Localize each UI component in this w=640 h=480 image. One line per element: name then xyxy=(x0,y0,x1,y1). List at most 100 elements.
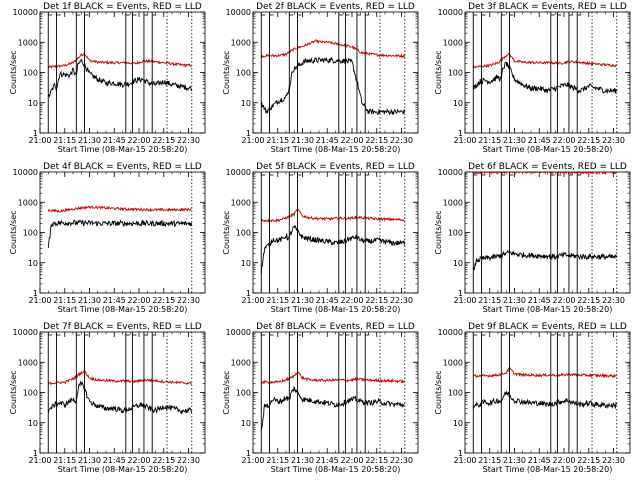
series-lld-line xyxy=(260,39,405,59)
x-tick-label: 21:15 xyxy=(478,456,501,465)
x-tick-label: 21:45 xyxy=(528,456,551,465)
y-tick-label: 1000 xyxy=(18,358,38,367)
series-events-line xyxy=(472,249,617,271)
x-tick-label: 21:00 xyxy=(28,456,51,465)
y-tick-label: 1000 xyxy=(18,38,38,47)
x-tick-label: 22:00 xyxy=(340,296,363,305)
series-events-line xyxy=(47,380,192,415)
panel-det-7: Det 7f BLACK = Events, RED = LLD 1 10 100 10… xyxy=(9,322,206,474)
y-tick-label: 10000 xyxy=(13,8,38,17)
plot-frame xyxy=(464,331,631,454)
x-tick-label: 21:15 xyxy=(478,296,501,305)
y-tick-label: 10000 xyxy=(226,168,251,177)
panel-title: Det 4f BLACK = Events, RED = LLD xyxy=(43,162,202,172)
plot-frame xyxy=(39,171,206,294)
y-tick-label: 10000 xyxy=(438,328,463,337)
x-tick-label: 21:00 xyxy=(28,136,51,145)
plot-area xyxy=(260,172,406,293)
panel-title: Det 3f BLACK = Events, RED = LLD xyxy=(468,2,627,12)
y-tick-label: 1 xyxy=(458,289,463,298)
plot-area xyxy=(47,172,193,293)
y-tick-label: 1 xyxy=(246,289,251,298)
y-axis-label: Counts/sec xyxy=(9,50,18,94)
x-tick-label: 22:30 xyxy=(390,456,413,465)
y-tick-label: 1000 xyxy=(231,198,251,207)
y-axis-label: Counts/sec xyxy=(222,50,231,94)
y-axis-label: Counts/sec xyxy=(9,210,18,254)
y-tick-label: 100 xyxy=(448,389,463,398)
x-tick-label: 21:15 xyxy=(266,296,289,305)
x-tick-label: 21:45 xyxy=(528,136,551,145)
x-tick-label: 21:00 xyxy=(28,296,51,305)
y-tick-label: 1000 xyxy=(443,198,463,207)
x-tick-label: 21:30 xyxy=(291,136,314,145)
series-events-line xyxy=(260,224,405,275)
panel-title: Det 9f BLACK = Events, RED = LLD xyxy=(468,322,627,332)
x-tick-label: 22:30 xyxy=(602,456,625,465)
x-tick-label: 21:15 xyxy=(478,136,501,145)
x-tick-label: 22:15 xyxy=(577,136,600,145)
y-tick-label: 100 xyxy=(236,389,251,398)
y-tick-label: 10 xyxy=(28,419,38,428)
panel-det-2: Det 2f BLACK = Events, RED = LLD 1 10 100 10… xyxy=(222,2,419,154)
y-tick-label: 10000 xyxy=(226,8,251,17)
x-tick-label: 22:00 xyxy=(127,296,150,305)
series-lld-line xyxy=(47,369,192,386)
y-tick-label: 1 xyxy=(458,129,463,138)
x-tick-label: 22:30 xyxy=(177,296,200,305)
panel-title: Det 6f BLACK = Events, RED = LLD xyxy=(468,162,627,172)
plot-frame xyxy=(252,11,419,134)
panel-title: Det 5f BLACK = Events, RED = LLD xyxy=(256,162,415,172)
y-tick-label: 1 xyxy=(33,289,38,298)
y-tick-label: 10000 xyxy=(438,168,463,177)
plot-frame xyxy=(464,11,631,134)
y-tick-label: 10000 xyxy=(13,168,38,177)
y-tick-label: 10 xyxy=(453,419,463,428)
series-events-line xyxy=(47,219,192,249)
y-tick-label: 10 xyxy=(28,99,38,108)
x-axis-label: Start Time (08-Mar-15 20:58:20) xyxy=(58,305,188,314)
panel-title: Det 7f BLACK = Events, RED = LLD xyxy=(43,322,202,332)
series-lld-line xyxy=(47,205,192,213)
x-axis-label: Start Time (08-Mar-15 20:58:20) xyxy=(483,305,613,314)
y-tick-label: 10 xyxy=(241,419,251,428)
y-tick-label: 100 xyxy=(448,229,463,238)
x-tick-label: 21:00 xyxy=(241,456,264,465)
series-events-line xyxy=(472,61,617,95)
series-lld-line xyxy=(473,366,617,379)
x-tick-label: 21:45 xyxy=(316,296,339,305)
x-axis-label: Start Time (08-Mar-15 20:58:20) xyxy=(58,145,188,154)
panel-det-3: Det 3f BLACK = Events, RED = LLD 1 10 100 10… xyxy=(434,2,631,154)
series-lld-line xyxy=(261,371,405,385)
panel-det-9: Det 9f BLACK = Events, RED = LLD 1 10 100 10… xyxy=(434,322,631,474)
plot-frame xyxy=(252,171,419,294)
plot-area xyxy=(47,332,193,453)
y-tick-label: 10 xyxy=(241,99,251,108)
y-axis-label: Counts/sec xyxy=(222,370,231,414)
panel-title: Det 1f BLACK = Events, RED = LLD xyxy=(43,2,202,12)
x-tick-label: 21:30 xyxy=(78,296,101,305)
x-tick-label: 22:15 xyxy=(365,136,388,145)
y-tick-label: 1000 xyxy=(231,38,251,47)
x-tick-label: 22:15 xyxy=(577,296,600,305)
y-tick-label: 1000 xyxy=(231,358,251,367)
x-tick-label: 21:30 xyxy=(291,456,314,465)
y-tick-label: 1 xyxy=(33,129,38,138)
x-tick-label: 21:00 xyxy=(453,296,476,305)
y-tick-label: 1000 xyxy=(443,358,463,367)
y-tick-label: 10000 xyxy=(438,8,463,17)
y-tick-label: 1000 xyxy=(18,198,38,207)
x-axis-label: Start Time (08-Mar-15 20:58:20) xyxy=(58,465,188,474)
x-tick-label: 22:15 xyxy=(152,296,175,305)
panel-det-1: Det 1f BLACK = Events, RED = LLD 1 10 100 10… xyxy=(9,2,206,154)
x-tick-label: 22:00 xyxy=(552,136,575,145)
x-tick-label: 22:30 xyxy=(390,296,413,305)
y-axis-label: Counts/sec xyxy=(434,370,443,414)
x-axis-label: Start Time (08-Mar-15 20:58:20) xyxy=(271,305,401,314)
series-lld-line xyxy=(473,172,617,176)
x-tick-label: 21:15 xyxy=(53,296,76,305)
plot-frame xyxy=(39,331,206,454)
plot-area xyxy=(260,12,406,133)
series-lld-line xyxy=(47,52,192,69)
